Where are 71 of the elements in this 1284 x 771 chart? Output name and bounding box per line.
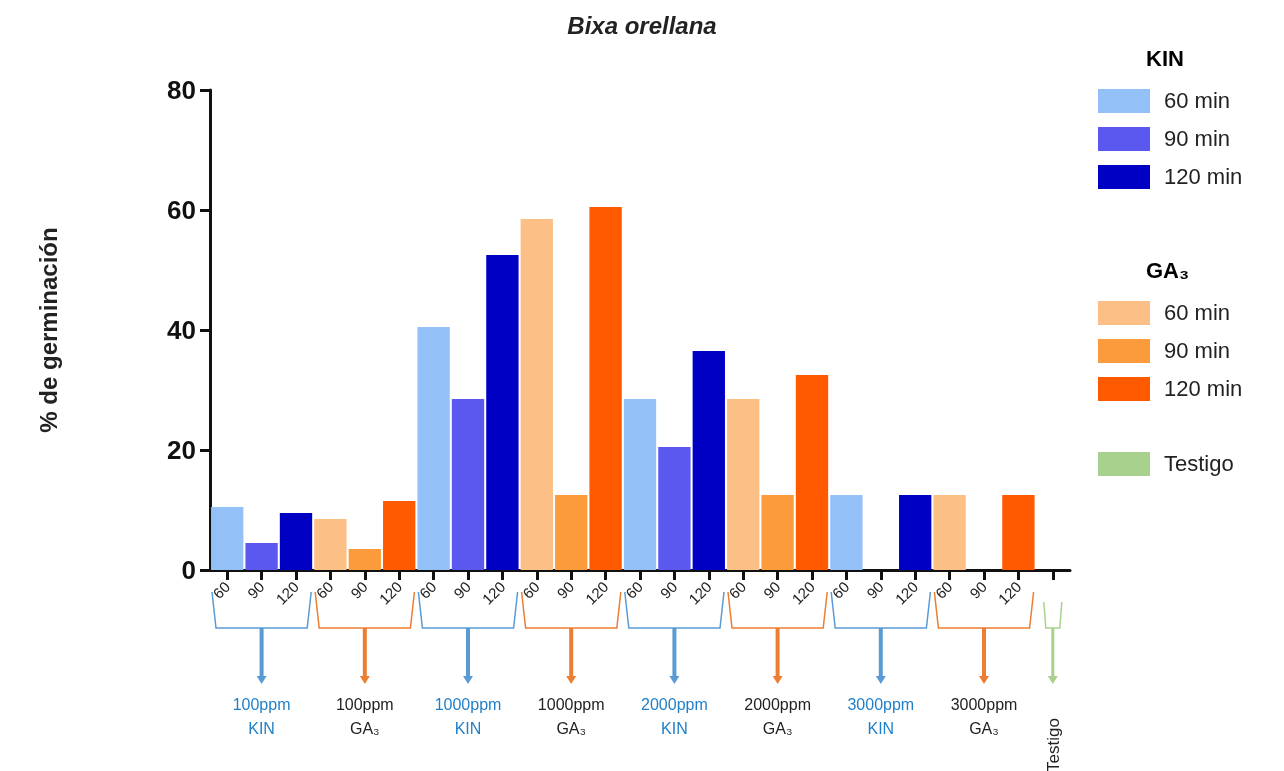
text: GA₃ (1146, 258, 1191, 285)
legend-label: 60 min (1164, 88, 1231, 114)
x-tick-label: 90 (656, 577, 681, 602)
x-tick-label: 90 (759, 577, 784, 602)
bar (899, 495, 932, 570)
text: 3000ppm GA₃ (950, 696, 1018, 737)
bar (451, 399, 485, 570)
y-axis-title: % de germinación (34, 227, 62, 433)
x-tick-label: 120 (478, 577, 509, 608)
x-tick-label: 120 (685, 577, 715, 608)
bar (279, 513, 313, 570)
y-tick-label: 0 (181, 555, 196, 585)
text: 100ppm KIN (232, 696, 291, 737)
text: 2000ppm KIN (641, 696, 708, 737)
bar (520, 219, 553, 570)
x-tick-label: 120 (581, 577, 612, 608)
x-tick-label: 120 (788, 577, 819, 608)
bar (486, 255, 519, 570)
legend-label: 120 min (1164, 376, 1243, 402)
bar (727, 399, 760, 570)
x-tick-label: 60 (828, 577, 853, 602)
bar (589, 207, 622, 570)
bar (830, 495, 863, 570)
x-tick-label: 90 (347, 577, 371, 602)
bar (211, 507, 244, 570)
y-tick-label: 40 (167, 315, 196, 345)
bar (623, 399, 657, 570)
bar (692, 351, 725, 570)
y-tick-label: 20 (167, 435, 196, 465)
bar (245, 543, 278, 570)
x-tick-label: 60 (931, 577, 956, 602)
bar (555, 495, 588, 570)
x-tick-label: 120 (272, 577, 303, 608)
bar (795, 375, 829, 570)
text: KIN (1146, 46, 1185, 73)
bar (1002, 495, 1035, 570)
bar (383, 501, 416, 570)
x-tick-label: 120 (994, 577, 1025, 608)
bar (417, 327, 450, 570)
x-tick-label: 90 (553, 577, 578, 602)
text: 3000ppm KIN (847, 696, 915, 737)
bar (314, 519, 347, 570)
legend-label: 90 min (1164, 338, 1231, 364)
chart-title: Bixa orellana (567, 11, 717, 39)
legend-label: 120 min (1164, 164, 1243, 190)
text: 1000ppm GA₃ (537, 696, 605, 737)
legend-label: 60 min (1164, 300, 1231, 326)
x-tick-label: 60 (209, 577, 234, 602)
x-tick-label: 120 (891, 577, 922, 608)
text: 100ppm GA₃ (335, 696, 394, 737)
bar (933, 495, 966, 570)
text: 2000ppm GA₃ (744, 696, 811, 737)
x-tick-label: 60 (415, 577, 440, 602)
bar (761, 495, 794, 570)
y-tick-label: 80 (167, 75, 196, 105)
x-tick-label: 60 (725, 577, 750, 602)
bar (348, 549, 381, 570)
x-tick-label: 90 (450, 577, 475, 602)
x-tick-label: 90 (966, 577, 991, 602)
x-tick-label: 120 (375, 577, 406, 608)
text: Testigo (1043, 718, 1063, 771)
x-tick-label: 90 (243, 577, 268, 602)
y-tick-label: 60 (167, 195, 196, 225)
legend-label: 90 min (1164, 126, 1231, 152)
legend-label: Testigo (1164, 451, 1234, 477)
x-tick-label: 60 (622, 577, 647, 602)
x-tick-label: 60 (519, 577, 543, 602)
x-tick-label: 90 (863, 577, 887, 602)
bar (658, 447, 691, 570)
x-tick-label: 60 (312, 577, 337, 602)
text: 1000ppm KIN (434, 696, 502, 737)
